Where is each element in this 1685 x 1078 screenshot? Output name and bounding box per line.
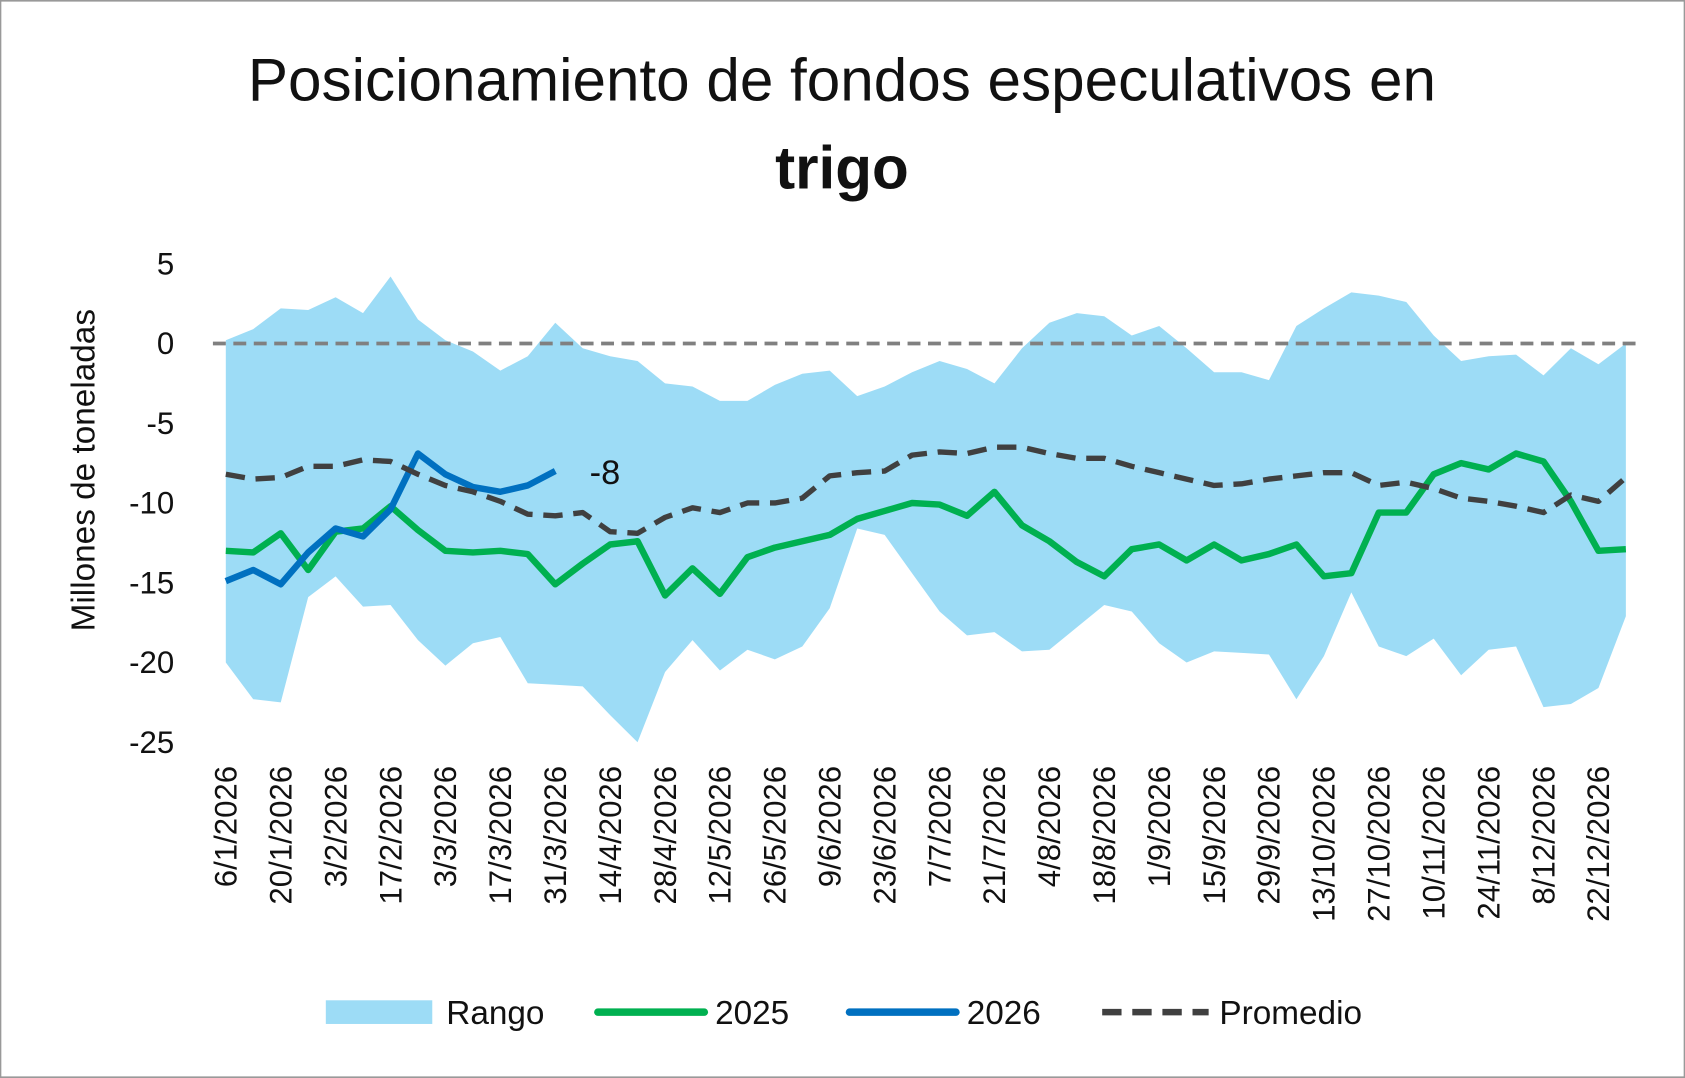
x-tick-label: 31/3/2026 bbox=[538, 766, 573, 905]
y-tick-label: -5 bbox=[146, 406, 174, 441]
data-label: -8 bbox=[590, 454, 621, 492]
plot-area: 5 0 -5 -10 -15 -20 -25 6/1/2026 20/1/2026 3/2/202… bbox=[129, 246, 1637, 922]
legend-label: Promedio bbox=[1219, 995, 1362, 1032]
x-tick-label: 3/2/2026 bbox=[318, 766, 353, 887]
x-tick-label: 17/3/2026 bbox=[483, 766, 518, 905]
x-tick-label: 12/5/2026 bbox=[703, 766, 738, 905]
x-tick-label: 26/5/2026 bbox=[758, 766, 793, 905]
x-tick-label: 1/9/2026 bbox=[1142, 766, 1177, 887]
x-tick-label: 10/11/2026 bbox=[1416, 766, 1451, 920]
y-tick-label: 5 bbox=[157, 246, 174, 281]
x-tick-label: 3/3/2026 bbox=[428, 766, 463, 887]
series-line bbox=[225, 450, 1627, 599]
x-tick-label: 29/9/2026 bbox=[1252, 766, 1287, 905]
chart-title: Posicionamiento de fondos especulativos … bbox=[248, 45, 1436, 113]
x-tick-label: 21/7/2026 bbox=[977, 766, 1012, 905]
x-tick-label: 6/1/2026 bbox=[209, 766, 244, 887]
x-tick-label: 22/12/2026 bbox=[1581, 766, 1616, 922]
x-tick-label: 14/4/2026 bbox=[593, 766, 628, 905]
y-axis-label: Millones de toneladas bbox=[66, 309, 103, 631]
x-tick-label: 13/10/2026 bbox=[1307, 766, 1342, 922]
chart-title-bold: trigo bbox=[775, 133, 909, 201]
x-tick-label: 27/10/2026 bbox=[1362, 766, 1397, 922]
range-area bbox=[225, 276, 1626, 743]
legend-label: 2025 bbox=[715, 995, 789, 1032]
x-tick-label: 24/11/2026 bbox=[1471, 766, 1506, 920]
y-tick-label: -25 bbox=[129, 725, 174, 760]
x-tick-label: 9/6/2026 bbox=[813, 766, 848, 887]
y-tick-label: -20 bbox=[129, 645, 174, 680]
x-tick-label: 17/2/2026 bbox=[373, 766, 408, 905]
y-tick-label: -10 bbox=[129, 486, 174, 521]
y-tick-label: 0 bbox=[157, 326, 174, 361]
x-tick-label: 15/9/2026 bbox=[1197, 766, 1232, 905]
series-line bbox=[225, 444, 1628, 536]
legend-label: 2026 bbox=[967, 995, 1041, 1032]
x-tick-label: 18/8/2026 bbox=[1087, 766, 1122, 905]
legend-label: Rango bbox=[446, 995, 544, 1032]
x-tick-label: 8/12/2026 bbox=[1526, 766, 1561, 905]
x-tick-label: 7/7/2026 bbox=[922, 766, 957, 887]
x-tick-label: 23/6/2026 bbox=[867, 766, 902, 905]
series-line bbox=[224, 450, 557, 588]
x-tick-label: 4/8/2026 bbox=[1032, 766, 1067, 887]
legend-swatch bbox=[325, 1000, 433, 1024]
y-tick-label: -15 bbox=[129, 565, 174, 600]
x-tick-label: 20/1/2026 bbox=[263, 766, 298, 905]
x-tick-label: 28/4/2026 bbox=[648, 766, 683, 905]
legend: Rango 2025 2026 Promedio bbox=[325, 995, 1362, 1032]
